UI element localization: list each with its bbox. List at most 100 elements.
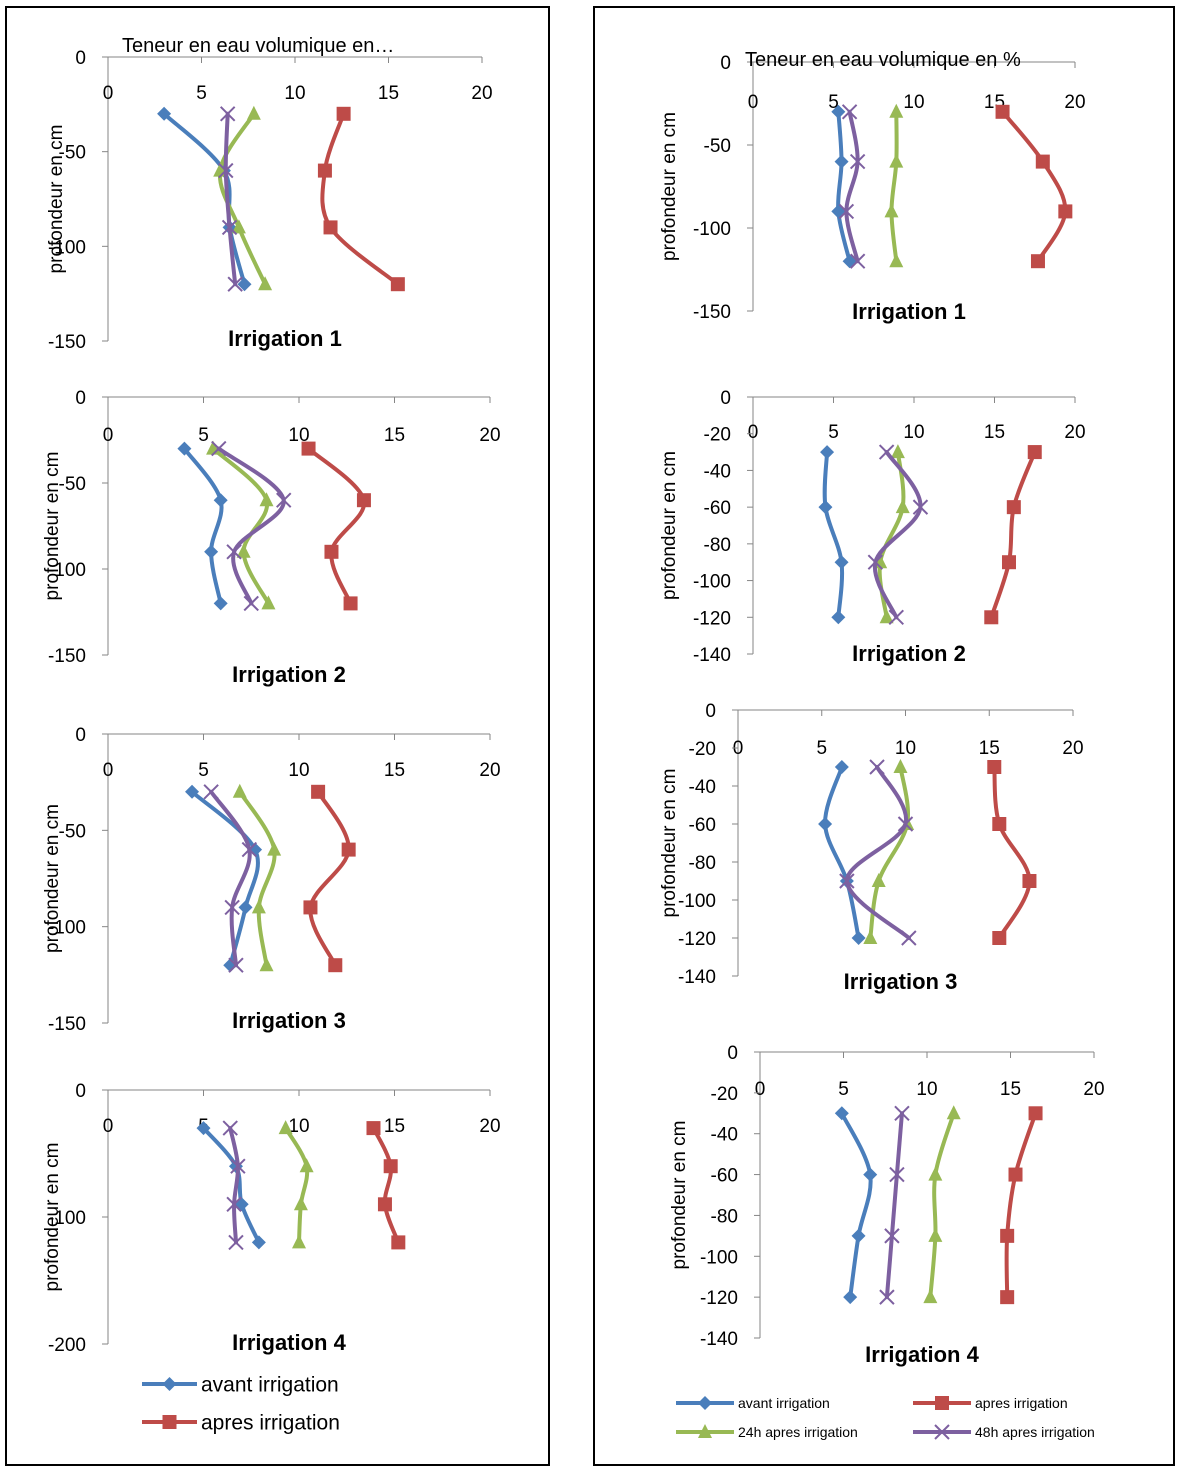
- data-point-avant: [834, 1106, 849, 1121]
- y-axis-label: profondeur en cm: [669, 1121, 690, 1270]
- data-point-apres: [328, 958, 343, 973]
- y-tick-label: -80: [689, 853, 716, 874]
- series-line-avant: [182, 446, 224, 606]
- data-point-apres: [343, 596, 358, 611]
- data-point-apres: [301, 441, 316, 456]
- x-tick-label: 10: [288, 760, 309, 781]
- series-line-apres: [306, 446, 366, 606]
- y-axis-label: profondeur en cm: [42, 804, 63, 953]
- data-point-apres: [1028, 1106, 1043, 1121]
- data-point-h24: [895, 499, 910, 514]
- legend-label: avant irrigation: [738, 1395, 830, 1411]
- data-point-h24: [890, 444, 905, 459]
- data-point-h24: [928, 1227, 943, 1242]
- data-point-h24: [889, 103, 904, 118]
- chart-l1: 0 5 10 15 20 0 -50 -100 -150 profondeur en cm Irri…: [46, 35, 493, 353]
- data-point-apres: [995, 104, 1010, 119]
- data-point-h24: [259, 492, 274, 507]
- data-point-apres: [377, 1197, 392, 1212]
- data-point-apres: [1000, 1290, 1015, 1305]
- y-tick-label: -100: [48, 560, 86, 581]
- y-axis-label: profondeur en cm: [46, 125, 67, 274]
- data-point-h48: [219, 106, 236, 122]
- chart-r2: 0 5 10 15 20 0 -20 -40 -60 -80 -100 -120 -140 profond…: [659, 388, 1086, 666]
- y-tick-label: -20: [711, 1084, 738, 1105]
- data-point-apres: [984, 610, 999, 625]
- legend-marker: [934, 1424, 950, 1440]
- y-tick-label: -150: [48, 646, 86, 667]
- data-point-h48: [838, 203, 855, 220]
- data-point-h24: [232, 783, 247, 798]
- y-tick-label: -20: [704, 425, 731, 446]
- data-point-apres: [1008, 1167, 1023, 1182]
- data-point-avant: [834, 555, 849, 570]
- legend-marker: [698, 1396, 712, 1410]
- y-tick-label: -150: [693, 302, 731, 323]
- chart-r3: 0 5 10 15 200-20-40-60-80-100-120-140profond…: [659, 701, 1084, 994]
- y-tick-label: -50: [59, 474, 86, 495]
- data-point-apres: [1006, 500, 1021, 515]
- y-tick-label: -100: [700, 1247, 738, 1268]
- x-tick-label: 5: [828, 92, 839, 113]
- data-point-h24: [246, 105, 261, 120]
- y-tick-label: -140: [693, 645, 731, 666]
- data-point-h24: [946, 1105, 961, 1120]
- data-point-h48: [878, 444, 895, 460]
- x-tick-label: 15: [984, 422, 1005, 443]
- data-point-h24: [293, 1196, 308, 1211]
- legend-label: apres irrigation: [975, 1395, 1068, 1411]
- series-line-h48: [228, 1126, 240, 1245]
- data-point-apres: [987, 760, 1002, 774]
- data-point-avant: [820, 445, 835, 460]
- data-point-apres: [1027, 445, 1042, 460]
- series-line-avant: [190, 789, 260, 968]
- data-point-apres: [336, 106, 351, 121]
- series-line-h24: [237, 789, 277, 968]
- data-point-h48: [218, 162, 234, 179]
- data-point-apres: [383, 1159, 398, 1174]
- series-line-avant: [201, 1126, 261, 1245]
- y-tick-label: -150: [48, 332, 86, 353]
- series-line-avant: [822, 450, 845, 620]
- data-point-h48: [243, 595, 259, 612]
- y-tick-label: -60: [704, 498, 731, 519]
- chart-title: Irrigation 4: [865, 1342, 979, 1367]
- data-point-h48: [884, 1228, 900, 1244]
- chart-r4: 0 5 10 15 20 0 -20 -40 -60 -80 -100 -120 -140 profond…: [669, 1043, 1105, 1367]
- series-line-h24: [283, 1126, 310, 1245]
- series-line-apres: [320, 111, 400, 287]
- y-tick-label: -120: [700, 1288, 738, 1309]
- legend-marker: [162, 1377, 177, 1391]
- legend-item-apres: apres irrigation: [142, 1411, 340, 1434]
- data-point-h48: [227, 276, 243, 292]
- x-tick-label: 10: [895, 738, 916, 759]
- x-tick-label: 5: [198, 425, 209, 446]
- data-point-h48: [841, 104, 858, 120]
- legend-item-h24: 24h apres irrigation: [676, 1424, 858, 1440]
- x-tick-label: 0: [748, 92, 759, 113]
- data-point-avant: [834, 154, 849, 169]
- y-tick-label: -60: [689, 815, 716, 836]
- data-point-h48: [901, 930, 917, 946]
- y-tick-label: -100: [693, 219, 731, 240]
- x-tick-label: 10: [903, 92, 924, 113]
- data-point-h24: [236, 543, 251, 558]
- legend-item-h48: 48h apres irrigation: [913, 1424, 1095, 1440]
- y-tick-label: -100: [48, 1208, 86, 1229]
- data-point-avant: [196, 1121, 211, 1136]
- y-tick-label: 0: [75, 1081, 86, 1102]
- x-tick-label: 20: [1083, 1079, 1104, 1100]
- legend-label: 24h apres irrigation: [738, 1424, 858, 1440]
- data-point-avant: [863, 1167, 878, 1182]
- x-tick-label: 20: [479, 760, 500, 781]
- data-point-apres: [341, 842, 356, 857]
- y-tick-label: 0: [720, 388, 731, 409]
- series-line-h48: [209, 789, 252, 968]
- y-axis-label: profondeur en cm: [42, 1143, 63, 1292]
- series-line-apres: [308, 789, 351, 968]
- series-line-apres: [371, 1126, 401, 1245]
- data-point-apres: [1022, 874, 1037, 888]
- data-point-h48: [211, 440, 227, 457]
- data-point-h48: [226, 1196, 242, 1213]
